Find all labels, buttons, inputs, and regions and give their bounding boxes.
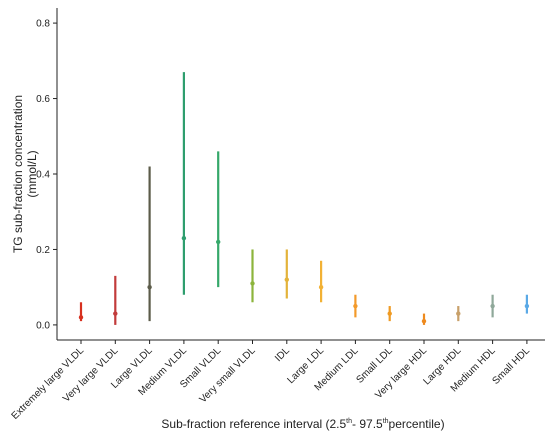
median-point: [113, 311, 118, 316]
median-point: [250, 281, 255, 286]
median-point: [147, 284, 152, 290]
y-tick-label: 0.0: [36, 320, 50, 331]
x-category-label: IDL: [273, 345, 292, 364]
x-axis-title-part1: Sub-fraction reference interval (2.5: [161, 417, 346, 431]
median-point: [284, 277, 289, 282]
x-axis-title: Sub-fraction reference interval (2.5th- …: [161, 417, 444, 431]
y-tick-label: 0.8: [36, 19, 50, 30]
error-bars: [78, 72, 530, 325]
median-point: [181, 235, 187, 241]
y-ticks: 0.0 0.2 0.4 0.6 0.8: [36, 19, 57, 331]
median-point: [216, 239, 221, 245]
y-tick-label: 0.6: [36, 94, 50, 105]
median-point: [78, 315, 84, 320]
median-point: [353, 303, 358, 309]
x-axis-title-sup1: th: [346, 418, 352, 425]
median-point: [524, 303, 530, 309]
x-axis-title-part2: - 97.5: [352, 417, 383, 431]
x-axis-title-sup2: th: [383, 418, 389, 425]
median-point: [387, 311, 392, 316]
median-point: [421, 318, 427, 324]
y-tick-label: 0.4: [36, 170, 50, 181]
x-category-label: Small HDL: [490, 345, 532, 387]
y-axis-title-line1: TG sub-fraction concentration: [11, 95, 25, 253]
x-axis-title-part3: percentile): [389, 417, 445, 431]
median-point: [318, 284, 324, 290]
median-point: [490, 303, 495, 309]
y-tick-label: 0.2: [36, 245, 50, 256]
y-axis-title-line2: (mmol/L): [25, 150, 39, 197]
median-point: [456, 311, 461, 316]
